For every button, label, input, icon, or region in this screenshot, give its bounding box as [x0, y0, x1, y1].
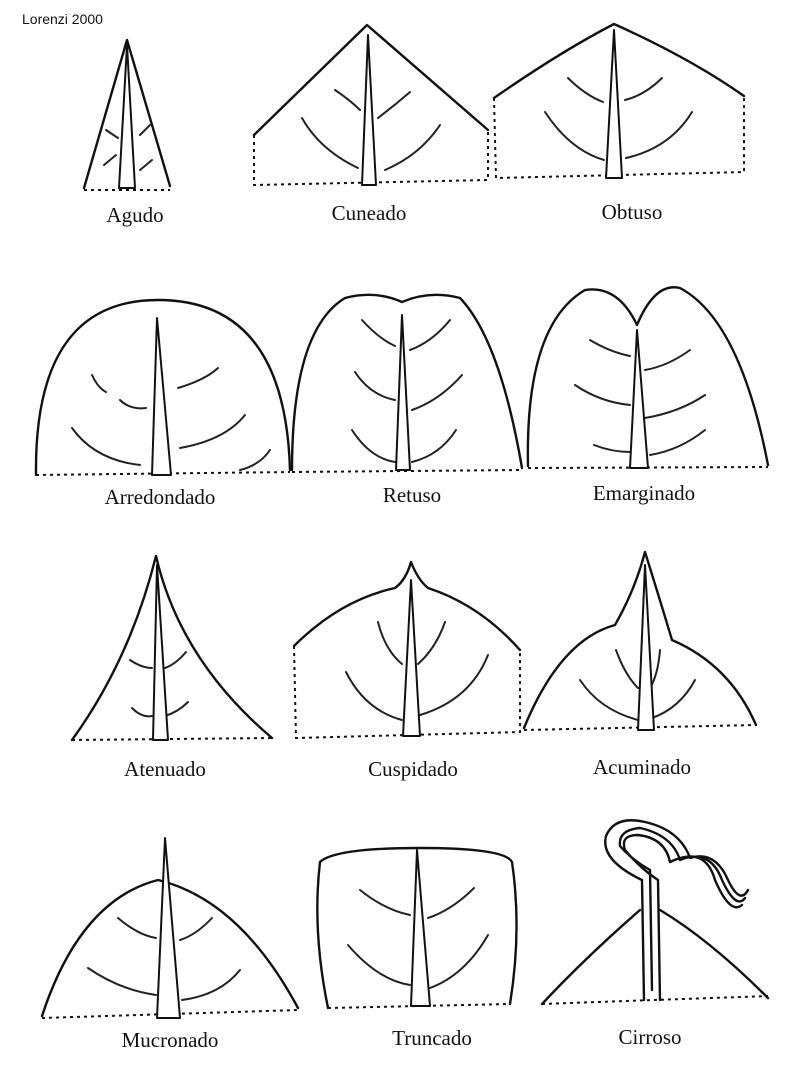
label-acuminado: Acuminado [593, 755, 691, 779]
label-cuspidado: Cuspidado [368, 757, 458, 781]
leaf-agudo-drawing [82, 38, 172, 191]
label-mucronado: Mucronado [121, 1028, 219, 1052]
leaf-obtuso-drawing [492, 22, 746, 180]
label-truncado: Truncado [392, 1026, 472, 1050]
label-emarginado: Emarginado [592, 481, 696, 505]
label-atenuado: Atenuado [124, 757, 206, 781]
label-obtuso: Obtuso [601, 200, 663, 224]
label-cirroso: Cirroso [618, 1025, 682, 1049]
leaf-acuminado-drawing [522, 550, 758, 731]
leaf-retuso-drawing [290, 293, 524, 473]
label-arredondado: Arredondado [104, 485, 216, 509]
leaf-arredondado-drawing [34, 298, 292, 477]
label-retuso: Retuso [382, 483, 442, 507]
leaf-cuneado-drawing [252, 23, 490, 187]
leaf-truncado-drawing [316, 846, 518, 1010]
label-cuneado: Cuneado [331, 201, 407, 225]
leaf-atenuado-drawing [70, 554, 274, 742]
leaf-cirroso-drawing [540, 819, 770, 1006]
leaf-emarginado-drawing [526, 286, 770, 469]
credit-text: Lorenzi 2000 [22, 11, 103, 27]
leaf-mucronado-drawing [40, 837, 300, 1019]
leaf-cuspidado-drawing [292, 560, 522, 740]
label-agudo: Agudo [106, 203, 164, 227]
